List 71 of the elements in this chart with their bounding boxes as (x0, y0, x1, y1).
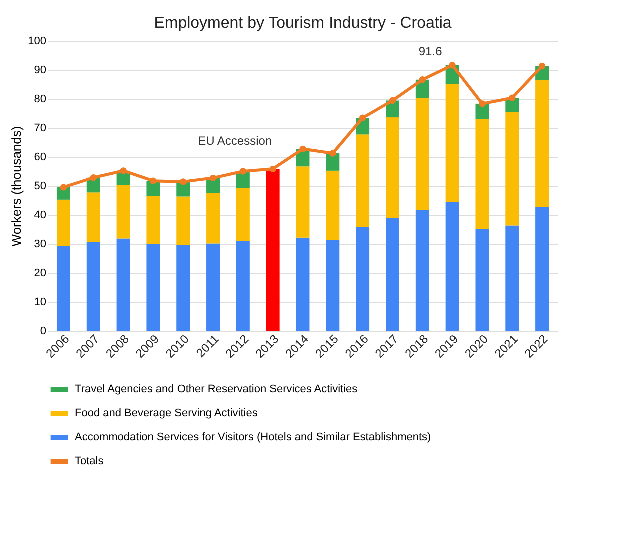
bar (176, 196, 190, 246)
point (90, 174, 97, 182)
bar (326, 170, 340, 240)
bar (536, 207, 550, 331)
bar (476, 119, 490, 230)
bar (116, 185, 130, 239)
bar (86, 242, 100, 331)
point (538, 62, 546, 70)
bar (56, 246, 70, 331)
bar (236, 188, 250, 242)
y-tick-label: 20 (34, 268, 46, 280)
point (270, 166, 276, 173)
bar (86, 192, 100, 242)
bar (386, 118, 400, 218)
bar (116, 238, 130, 331)
point (479, 100, 486, 108)
y-axis-title: Workers (thousands) (9, 126, 24, 247)
point (330, 150, 336, 157)
bar (296, 238, 310, 331)
y-tick-label: 40 (34, 210, 46, 222)
y-tick-label: 0 (40, 326, 46, 338)
bar (146, 244, 160, 331)
bar (356, 134, 370, 228)
bar (506, 226, 520, 331)
bar (326, 154, 340, 171)
bar (206, 193, 220, 244)
bar (56, 200, 70, 246)
y-tick-label: 80 (34, 94, 46, 106)
y-tick-label: 10 (34, 296, 46, 308)
bar (356, 227, 370, 331)
point (509, 94, 516, 102)
bar (176, 245, 190, 331)
point (240, 168, 247, 175)
bar (446, 202, 460, 331)
point (60, 184, 68, 191)
legend-label: Accommodation Services for Visitors (Hotels and Similar Establishments) (75, 432, 432, 444)
bar (206, 244, 220, 331)
bar (266, 169, 280, 331)
legend-label: Food and Beverage Serving Activities (75, 408, 258, 420)
bar (446, 84, 460, 203)
point (120, 168, 127, 174)
bar (146, 196, 160, 244)
annotation: EU Accession (198, 134, 272, 148)
point (210, 174, 217, 182)
bar (416, 210, 430, 331)
point (419, 76, 426, 84)
point (449, 62, 456, 69)
y-tick-label: 30 (34, 238, 46, 250)
point (359, 114, 366, 122)
bar (416, 98, 430, 210)
bar (506, 112, 520, 226)
legend-label: Travel Agencies and Other Reservation Services Activities (75, 384, 358, 396)
y-tick-label: 90 (34, 64, 46, 76)
bar (386, 218, 400, 331)
y-tick-label: 50 (34, 180, 46, 192)
y-tick-label: 70 (34, 122, 46, 134)
chart-title: Employment by Tourism Industry - Croatia (154, 15, 452, 32)
bar (296, 166, 310, 238)
point (180, 178, 187, 186)
point (389, 97, 396, 104)
bar (476, 230, 490, 331)
legend-label: Totals (75, 456, 104, 468)
bar (536, 80, 550, 208)
bar (326, 240, 340, 331)
bar (236, 241, 250, 331)
y-tick-label: 100 (28, 36, 46, 48)
point (150, 178, 157, 184)
bar (476, 104, 490, 120)
y-tick-label: 60 (34, 152, 46, 164)
point (300, 146, 306, 153)
annotation: 91.6 (418, 44, 443, 58)
